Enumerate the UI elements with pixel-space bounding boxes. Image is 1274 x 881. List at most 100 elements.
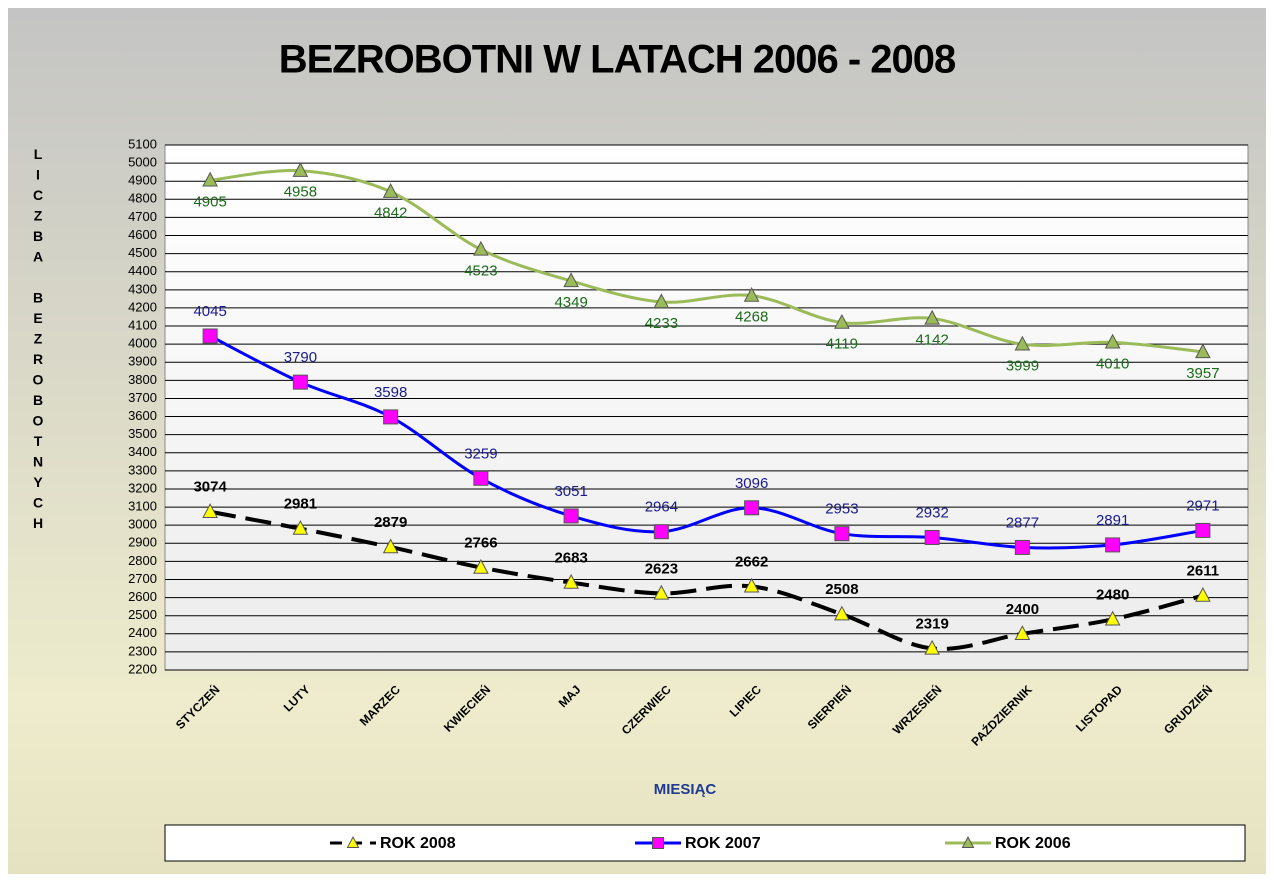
plot-area (164, 144, 1249, 671)
y-tick-label: 4000 (128, 336, 157, 351)
data-point (834, 605, 850, 621)
series-line (209, 168, 1204, 354)
data-label: 2891 (1096, 512, 1129, 529)
data-label: 3957 (1186, 365, 1219, 382)
data-point (563, 272, 579, 288)
data-point (924, 529, 940, 545)
data-point (473, 240, 489, 256)
data-label: 4523 (464, 262, 497, 279)
data-label: 2683 (554, 550, 587, 567)
data-label: 2400 (1006, 601, 1039, 618)
data-point (1195, 586, 1211, 602)
y-tick-label: 3400 (128, 444, 157, 459)
y-tick-label: 4200 (128, 299, 157, 314)
data-point (202, 503, 218, 518)
data-point (653, 584, 670, 600)
data-label: 2932 (915, 504, 948, 521)
y-tick-label: 3900 (128, 354, 157, 369)
y-tick-label: 4100 (128, 317, 157, 332)
data-point (382, 183, 399, 198)
y-tick-label: 4300 (128, 281, 157, 296)
data-point (292, 374, 308, 390)
data-label: 4010 (1096, 355, 1129, 372)
data-point (563, 573, 579, 589)
data-label: 4119 (826, 336, 858, 353)
y-tick-label: 3600 (128, 408, 157, 423)
data-point (473, 558, 489, 574)
data-label: 4045 (193, 303, 226, 320)
y-tick-label: 3800 (128, 372, 157, 387)
data-label: 2879 (374, 514, 407, 531)
data-point (382, 538, 399, 554)
data-label: 3074 (193, 479, 227, 496)
y-tick-label: 4400 (128, 263, 157, 278)
y-tick-label: 2400 (128, 625, 157, 640)
y-tick-label: 4800 (128, 191, 157, 206)
data-point (292, 162, 309, 177)
legend-marker (652, 837, 664, 849)
y-axis-label: LICZBA BEZROBOTNYCH (30, 146, 46, 536)
data-point (924, 309, 940, 325)
x-axis-label: MIESIĄC (654, 781, 717, 798)
data-point (383, 409, 399, 425)
y-tick-label: 2300 (128, 643, 157, 658)
data-point (743, 286, 760, 302)
data-point (202, 328, 218, 344)
y-tick-label: 2500 (128, 607, 157, 622)
data-point (1014, 539, 1030, 555)
legend-marker (961, 835, 975, 848)
data-point (563, 508, 579, 524)
y-tick-label: 4900 (128, 173, 157, 188)
data-label: 2611 (1187, 563, 1220, 580)
data-point (1105, 537, 1121, 553)
y-tick-label: 3200 (128, 480, 157, 495)
y-tick-label: 2900 (128, 535, 157, 550)
data-label: 2480 (1096, 586, 1129, 603)
data-label: 2508 (825, 581, 858, 598)
data-point (834, 526, 850, 542)
chart-title: BEZROBOTNI W LATACH 2006 - 2008 (279, 38, 956, 82)
data-label: 3790 (284, 349, 317, 366)
legend-label: ROK 2008 (380, 835, 456, 852)
data-label: 2623 (645, 560, 678, 577)
data-label: 2319 (915, 615, 948, 632)
data-label: 2662 (735, 553, 768, 570)
data-point (1195, 522, 1211, 538)
y-tick-label: 3300 (128, 462, 157, 477)
y-tick-label: 2200 (128, 661, 157, 676)
data-point (1104, 610, 1121, 626)
series-line (209, 509, 1204, 651)
data-label: 4142 (915, 331, 948, 348)
y-tick-label: 3100 (128, 499, 157, 514)
data-point (834, 313, 850, 329)
data-point (744, 500, 760, 516)
data-label: 4268 (735, 309, 768, 326)
data-label: 2964 (645, 499, 678, 516)
data-point (924, 639, 940, 655)
data-label: 3999 (1006, 357, 1039, 374)
data-label: 3096 (735, 475, 768, 492)
data-point (1104, 333, 1121, 349)
legend-label: ROK 2007 (685, 835, 761, 852)
data-point (1014, 335, 1031, 351)
data-point (292, 519, 309, 535)
y-tick-label: 2700 (128, 571, 157, 586)
data-label: 4349 (554, 294, 587, 311)
data-label: 3051 (554, 483, 587, 500)
y-tick-label: 4500 (128, 245, 157, 260)
y-tick-label: 3000 (128, 517, 157, 532)
data-label: 3259 (464, 445, 497, 462)
data-label: 2953 (825, 501, 858, 518)
legend-label: ROK 2006 (995, 835, 1071, 852)
data-label: 2971 (1186, 497, 1219, 514)
data-label: 2766 (464, 535, 497, 552)
data-point (1195, 343, 1211, 359)
data-point (653, 293, 670, 309)
data-label: 3598 (374, 384, 407, 401)
y-tick-label: 3500 (128, 426, 157, 441)
y-tick-label: 4600 (128, 227, 157, 242)
y-tick-label: 5100 (128, 136, 157, 151)
data-point (653, 524, 669, 540)
